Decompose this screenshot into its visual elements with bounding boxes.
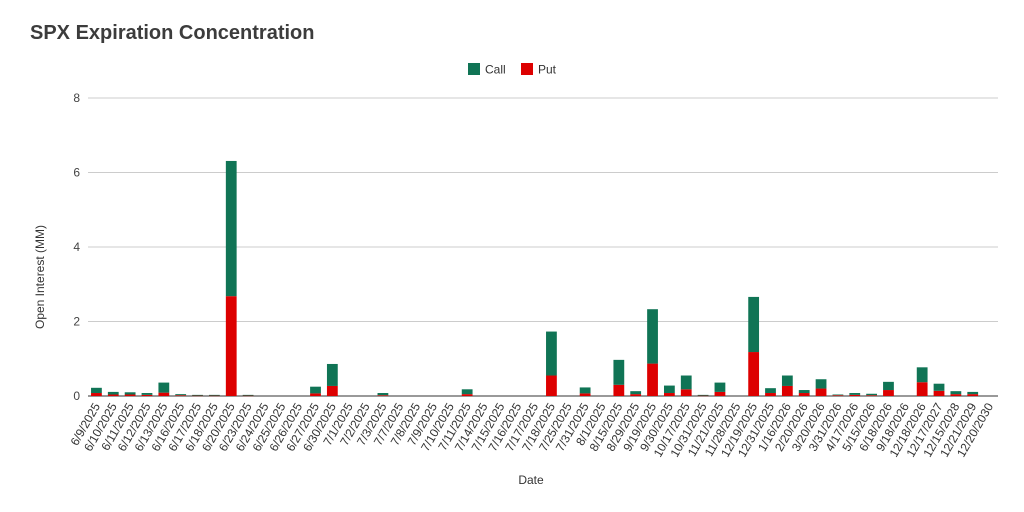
bar-call bbox=[849, 393, 861, 395]
bar-put bbox=[175, 395, 187, 396]
bar-call bbox=[175, 394, 187, 396]
legend-label-call: Call bbox=[485, 63, 506, 77]
bar-put bbox=[849, 394, 861, 396]
bar-put bbox=[158, 392, 170, 396]
bar-put bbox=[107, 394, 119, 396]
y-tick-label: 0 bbox=[73, 389, 80, 403]
bar-call bbox=[192, 394, 203, 396]
bar-call bbox=[916, 367, 928, 383]
bar-put bbox=[124, 394, 136, 396]
bar-put bbox=[714, 391, 726, 396]
bar-call bbox=[546, 331, 557, 376]
bar-call bbox=[242, 394, 254, 396]
bar-put bbox=[697, 395, 709, 397]
bar-call bbox=[680, 375, 692, 390]
bar-call bbox=[781, 375, 793, 386]
bar-call bbox=[798, 390, 810, 394]
y-tick-label: 6 bbox=[73, 166, 80, 180]
legend-swatch-put bbox=[521, 63, 533, 75]
bar-call bbox=[663, 385, 675, 394]
bar-call bbox=[208, 394, 220, 396]
bar-put bbox=[933, 390, 945, 396]
bar-put bbox=[950, 394, 962, 396]
bar-call bbox=[714, 382, 726, 392]
bar-call bbox=[967, 391, 979, 395]
bar-put bbox=[883, 390, 894, 396]
y-tick-label: 8 bbox=[73, 91, 80, 105]
chart-title: SPX Expiration Concentration bbox=[30, 22, 315, 44]
bar-put bbox=[208, 395, 220, 397]
bar-call bbox=[461, 389, 473, 395]
bar-call bbox=[107, 391, 119, 395]
y-tick-label: 4 bbox=[73, 240, 80, 254]
bar-put bbox=[141, 394, 153, 396]
bar-put bbox=[225, 296, 237, 396]
bar-call bbox=[141, 393, 153, 395]
bar-call bbox=[815, 379, 827, 389]
bar-put bbox=[748, 352, 760, 396]
bar-put bbox=[546, 375, 557, 396]
bar-put bbox=[798, 393, 810, 396]
bar-put bbox=[579, 393, 591, 396]
y-axis-title: Open Interest (MM) bbox=[33, 225, 47, 329]
bar-call bbox=[647, 309, 658, 364]
bar-put bbox=[680, 389, 692, 396]
bar-put bbox=[192, 395, 203, 397]
bar-call bbox=[124, 392, 136, 395]
bar-put bbox=[765, 393, 776, 396]
bar-call bbox=[225, 160, 237, 297]
bar-call bbox=[91, 387, 102, 394]
bar-call bbox=[748, 296, 760, 353]
bar-put bbox=[866, 395, 878, 396]
legend-label-put: Put bbox=[538, 63, 557, 77]
bar-put bbox=[326, 385, 338, 396]
bar-put bbox=[967, 394, 979, 396]
bar-call bbox=[832, 394, 844, 396]
bar-put bbox=[630, 394, 642, 396]
bar-put bbox=[647, 363, 658, 396]
bar-call bbox=[377, 393, 389, 396]
bar-put bbox=[781, 385, 793, 396]
bar-put bbox=[91, 393, 102, 396]
bar-put bbox=[377, 395, 389, 396]
bar-put bbox=[613, 384, 625, 396]
bar-put bbox=[815, 388, 827, 396]
bar-call bbox=[326, 363, 338, 386]
bar-call bbox=[933, 383, 945, 391]
bar-call bbox=[765, 388, 776, 394]
bar-call bbox=[310, 386, 321, 394]
legend-swatch-call bbox=[468, 63, 480, 75]
bar-call bbox=[950, 391, 962, 395]
bar-call bbox=[697, 394, 709, 396]
bar-call bbox=[630, 391, 642, 395]
bar-put bbox=[310, 393, 321, 396]
bar-put bbox=[242, 395, 254, 397]
y-tick-label: 2 bbox=[73, 315, 80, 329]
bar-call bbox=[158, 382, 170, 393]
bar-put bbox=[461, 394, 473, 396]
bar-call bbox=[579, 387, 591, 394]
bar-call bbox=[883, 381, 894, 391]
bar-put bbox=[832, 395, 844, 396]
x-axis-title: Date bbox=[518, 473, 544, 487]
bar-call bbox=[613, 359, 625, 385]
bar-call bbox=[866, 393, 878, 396]
bar-put bbox=[663, 393, 675, 396]
bar-put bbox=[916, 382, 928, 396]
